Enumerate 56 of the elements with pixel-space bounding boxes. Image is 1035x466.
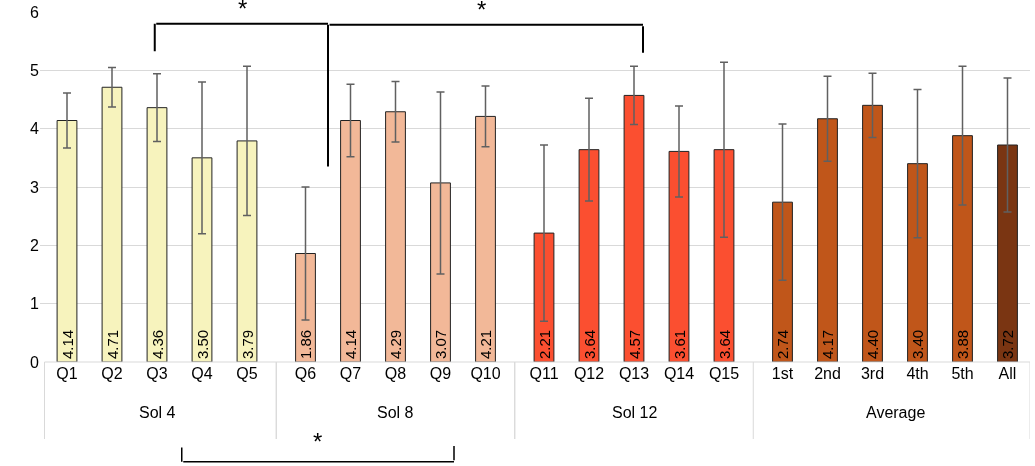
y-tick-label: 6 — [30, 3, 40, 21]
data-label: 4.17 — [819, 329, 836, 359]
x-tick-label: Q15 — [708, 365, 740, 382]
x-tick-label: 2nd — [814, 365, 841, 382]
x-tick-label: Q13 — [618, 365, 650, 382]
annotation: * — [477, 0, 487, 23]
data-label: 3.64 — [580, 329, 598, 359]
data-label: 3.07 — [432, 329, 449, 359]
x-tick-label: Q7 — [339, 365, 362, 382]
data-label: 4.14 — [342, 329, 359, 359]
x-tick-label: All — [998, 365, 1017, 382]
data-label: 4.57 — [625, 329, 643, 359]
x-tick-label: Q14 — [663, 365, 695, 382]
x-tick-label: 3rd — [860, 365, 885, 382]
data-label: 3.64 — [715, 329, 733, 359]
annotation: * — [238, 0, 248, 22]
x-tick-label: Q12 — [573, 365, 605, 382]
y-tick-label: 4 — [30, 120, 40, 138]
data-label: 3.61 — [670, 329, 688, 359]
x-tick-label: Q9 — [429, 365, 452, 382]
data-label: 3.72 — [999, 329, 1016, 359]
x-tick-label: 4th — [906, 365, 929, 382]
data-label: 3.40 — [909, 329, 926, 359]
data-label: 1.86 — [297, 329, 314, 359]
x-tick-label: Q6 — [294, 365, 317, 382]
data-label: 4.29 — [387, 329, 404, 359]
data-label: 4.36 — [148, 329, 166, 359]
x-tick-label: Q8 — [384, 365, 407, 382]
data-label: 2.74 — [774, 329, 791, 359]
x-tick-label: Q5 — [236, 365, 258, 382]
x-tick-label: Q4 — [191, 365, 213, 382]
data-label: 3.79 — [238, 329, 256, 359]
text: Sol 12 — [612, 404, 658, 421]
text: Sol 4 — [139, 404, 176, 421]
x-tick-label: Q10 — [470, 365, 501, 382]
y-tick-label: 0 — [30, 353, 40, 371]
data-label: 3.50 — [193, 329, 211, 359]
x-tick-label: 1st — [771, 365, 794, 382]
data-label: 4.71 — [103, 329, 121, 359]
text: Sol 8 — [377, 404, 414, 421]
data-label: 4.14 — [58, 329, 76, 359]
data-label: 2.21 — [535, 329, 553, 359]
x-tick-label: Q11 — [529, 365, 559, 382]
text: Average — [866, 404, 926, 421]
x-tick-label: Q2 — [101, 365, 123, 382]
y-tick-label: 2 — [30, 236, 40, 254]
x-tick-label: 5th — [951, 365, 974, 382]
data-label: 4.40 — [864, 329, 881, 359]
y-tick-label: 5 — [30, 61, 40, 79]
y-tick-label: 1 — [30, 295, 40, 313]
text: * — [313, 428, 323, 455]
data-label: 3.88 — [954, 329, 971, 359]
x-tick-label: Q3 — [146, 365, 168, 382]
data-label: 4.21 — [477, 329, 494, 359]
y-tick-label: 3 — [30, 178, 40, 196]
x-tick-label: Q1 — [56, 365, 78, 382]
